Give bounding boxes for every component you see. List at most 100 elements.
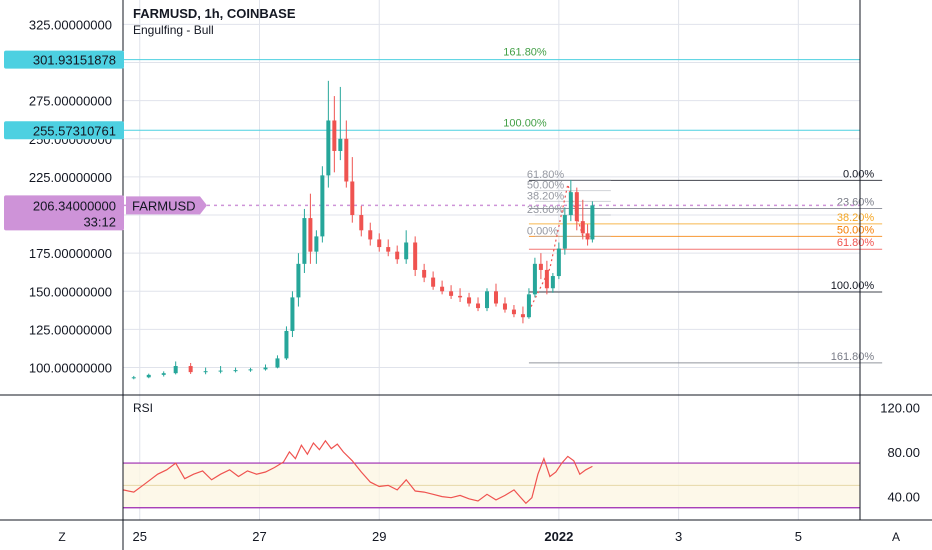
fibonacci-layer[interactable]: 161.80%100.00%0.00%23.60%38.20%50.00%61.…	[123, 47, 883, 364]
candle-body	[431, 277, 436, 287]
time-tick-label: 25	[133, 529, 147, 544]
candle-up	[173, 361, 178, 375]
candle-body	[332, 120, 337, 151]
candle-down	[493, 283, 498, 307]
price-tick-label: 225.00000000	[29, 170, 112, 185]
candle-up	[526, 288, 531, 319]
candle-body	[161, 373, 166, 375]
candle-body	[368, 230, 373, 240]
candle-body	[440, 286, 445, 292]
candle-body	[590, 205, 595, 240]
price-tick-label: 100.00000000	[29, 361, 112, 376]
candle-body	[458, 295, 463, 298]
price-tick-label: 275.00000000	[29, 94, 112, 109]
candle-up	[218, 366, 223, 374]
candle-down	[544, 260, 549, 295]
candle-body	[422, 269, 427, 278]
candle-down	[449, 285, 454, 299]
candle-body	[476, 303, 481, 309]
candle-body	[544, 269, 549, 289]
candle-up	[485, 288, 490, 312]
auto-scale-button[interactable]: A	[884, 527, 908, 545]
candle-up	[590, 201, 595, 243]
fib-left-level-label: 50.00%	[527, 180, 565, 192]
candle-down	[538, 253, 543, 280]
candle-body	[550, 276, 555, 289]
timezone-button-label: Z	[58, 530, 65, 544]
auto-scale-button-label: A	[892, 530, 900, 544]
fib-level-label: 100.00%	[831, 280, 875, 292]
candle-body	[248, 369, 253, 371]
candle-up	[568, 179, 573, 222]
fib-extension-label: 161.80%	[503, 47, 547, 59]
timezone-button[interactable]: Z	[50, 527, 74, 545]
candle-body	[386, 247, 391, 252]
current-price-badge-bg	[4, 195, 124, 231]
candle-body	[568, 192, 573, 216]
fib-extension-label: 100.00%	[503, 117, 547, 129]
candle-up	[248, 367, 253, 372]
fib-left-level-label: 0.00%	[527, 225, 558, 237]
candles-layer	[131, 80, 595, 380]
candle-body	[188, 366, 193, 373]
candle-body	[556, 248, 561, 277]
candle-up	[532, 257, 537, 298]
candle-body	[413, 242, 418, 270]
candle-body	[173, 366, 178, 374]
candle-down	[377, 233, 382, 252]
candle-down	[574, 187, 579, 231]
symbol-tag: FARMUSD	[126, 196, 207, 215]
price-badges: 301.93151878 255.57310761 206.3400000033:1…	[4, 50, 207, 231]
candle-body	[233, 370, 238, 372]
candle-up	[338, 86, 343, 161]
candle-down	[580, 199, 585, 240]
candle-body	[290, 297, 295, 331]
candle-body	[574, 192, 579, 222]
candle-down	[413, 236, 418, 277]
symbol-tag-bg	[126, 196, 207, 215]
candle-up	[131, 375, 136, 380]
candle-up	[290, 291, 295, 338]
candle-body	[308, 218, 313, 252]
candle-up	[562, 207, 567, 255]
candle-up	[161, 371, 166, 377]
fib-left-level-label: 61.80%	[527, 169, 565, 181]
candle-body	[320, 175, 325, 237]
rsi-tick-label: 120.00	[880, 400, 920, 415]
candle-down	[359, 205, 364, 237]
candle-down	[502, 297, 507, 313]
candle-down	[188, 362, 193, 374]
price-tick-label: 125.00000000	[29, 322, 112, 337]
fib-left-level-label: 23.60%	[527, 204, 565, 216]
candle-body	[275, 358, 280, 368]
rsi-background	[123, 462, 860, 509]
candle-up	[320, 166, 325, 243]
candle-body	[520, 314, 525, 318]
candle-down	[386, 239, 391, 257]
price-tick-label: 175.00000000	[29, 246, 112, 261]
candle-body	[344, 138, 349, 182]
candle-down	[467, 292, 472, 307]
grid-layer	[123, 0, 860, 520]
candle-down	[520, 306, 525, 324]
time-tick-label: 27	[252, 529, 266, 544]
candle-body	[326, 120, 331, 176]
candle-up	[296, 253, 301, 307]
candle-up	[284, 326, 289, 360]
candle-body	[502, 303, 507, 310]
rsi-line	[122, 439, 593, 505]
candle-body	[296, 263, 301, 298]
candle-down	[458, 288, 463, 302]
candle-body	[314, 236, 319, 252]
candle-down	[395, 245, 400, 264]
price-badge-bg	[4, 50, 124, 69]
candle-down	[422, 263, 427, 283]
candle-up	[550, 272, 555, 293]
rsi-tick-label: 80.00	[887, 445, 920, 460]
symbol-tag-label: FARMUSD	[132, 198, 196, 213]
fib-level-label: 61.80%	[837, 237, 875, 249]
candle-body	[538, 263, 543, 270]
rsi-label: RSI	[133, 401, 153, 415]
price-tick-label: 325.00000000	[29, 17, 112, 32]
